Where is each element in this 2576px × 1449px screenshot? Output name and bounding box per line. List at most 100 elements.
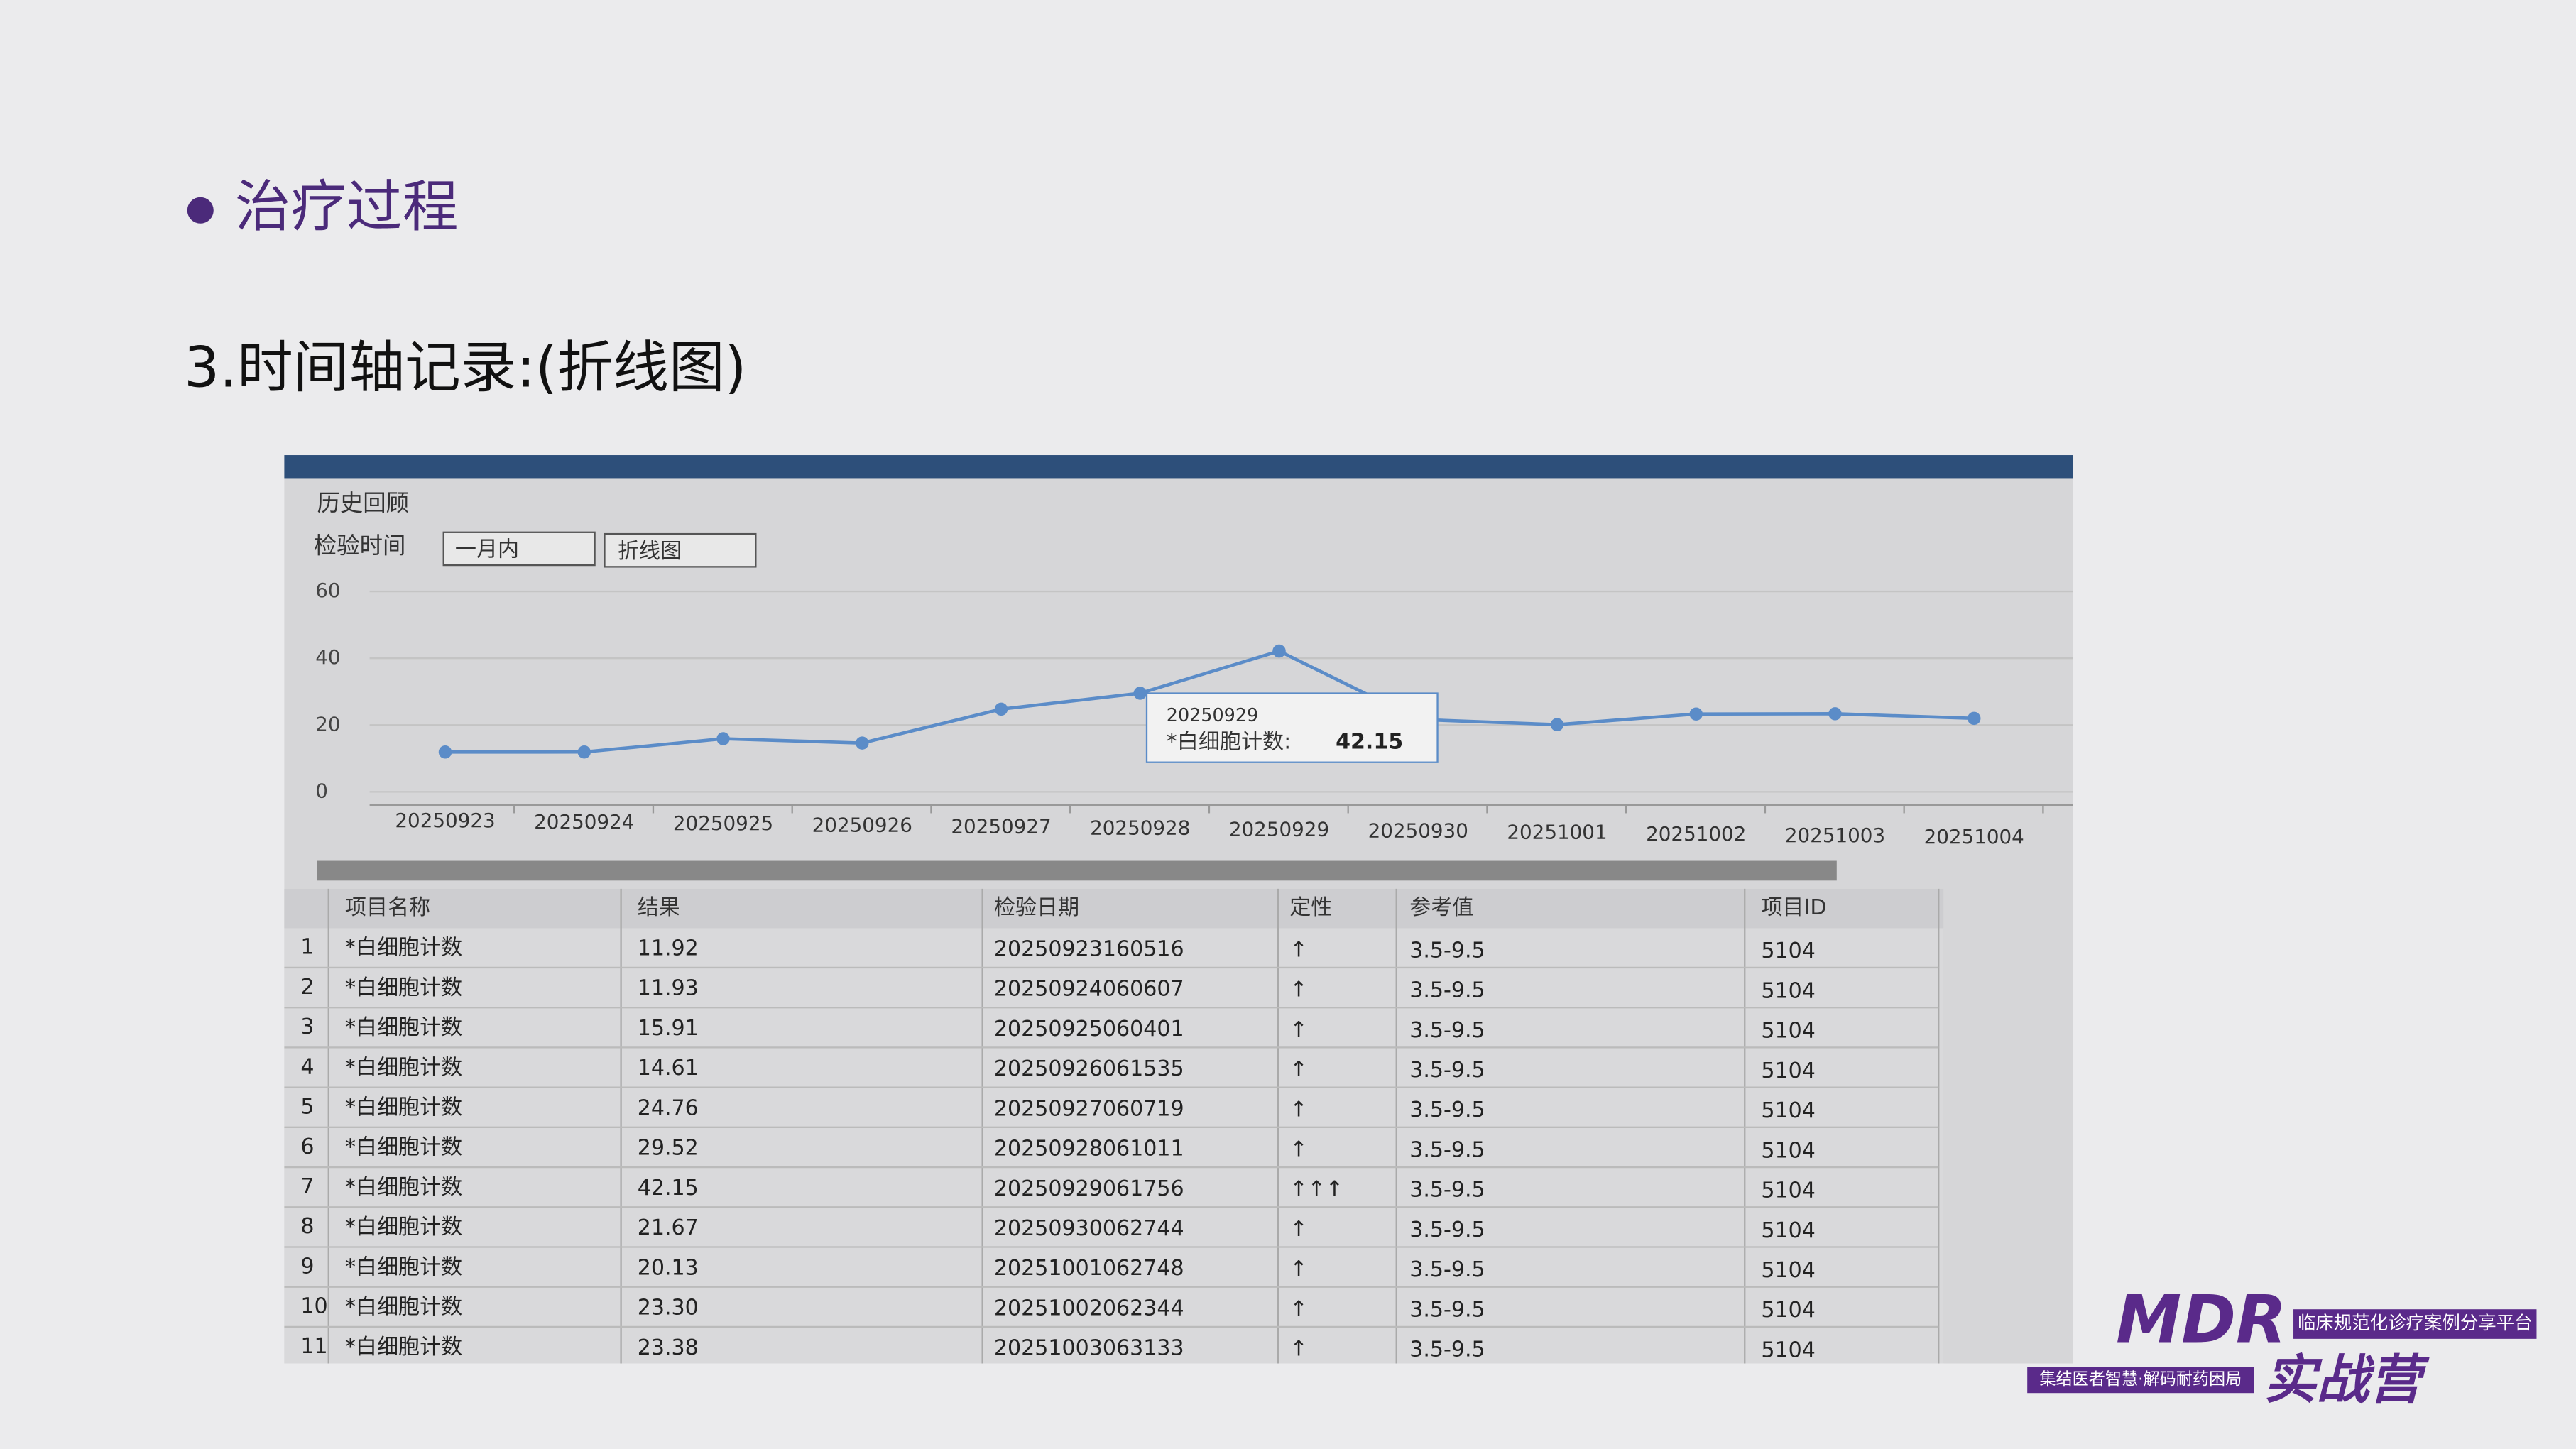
view-select-text: 折线图 (618, 539, 682, 564)
x-tick-label: 20251001 (1507, 821, 1607, 844)
logo-slogan: 集结医者智慧·解码耐药困局 (2039, 1370, 2242, 1389)
table-cell: 15.91 (638, 1016, 699, 1041)
x-tick-label: 20250926 (812, 813, 912, 836)
table-cell: ↑ (1289, 1217, 1307, 1242)
table-cell: *白细胞计数 (345, 936, 462, 961)
tooltip-value: 42.15 (1336, 729, 1403, 754)
table-cell: 9 (300, 1254, 314, 1279)
x-tick-label: 20250928 (1090, 816, 1190, 839)
point (1133, 687, 1147, 700)
table-cell: 5104 (1761, 1258, 1816, 1283)
table-cell: *白细胞计数 (345, 975, 462, 1000)
table-cell: ↑ (1289, 1137, 1307, 1161)
table-cell: *白细胞计数 (345, 1215, 462, 1240)
y-tick-label: 20 (315, 712, 340, 736)
scrollbar[interactable] (317, 860, 1837, 881)
table-cell: 5104 (1761, 978, 1816, 1003)
table-cell: 3.5-9.5 (1409, 1178, 1485, 1203)
top-bar (284, 455, 2073, 479)
window-title: 历史回顾 (317, 489, 410, 516)
table-cell: 21.67 (638, 1215, 699, 1240)
range-select-text: 一月内 (455, 537, 519, 562)
point (1272, 644, 1286, 658)
slide-title: 治疗过程 (235, 174, 459, 239)
point (994, 702, 1008, 716)
table-cell: 3.5-9.5 (1409, 1297, 1485, 1322)
point (1689, 707, 1703, 721)
table-header: 项目ID (1761, 895, 1826, 920)
table-cell: 11 (300, 1334, 327, 1359)
tooltip (1145, 692, 1439, 763)
table-header: 检验日期 (994, 895, 1079, 920)
table-cell: *白细胞计数 (345, 1295, 462, 1320)
table-cell: 5104 (1761, 1218, 1816, 1243)
table-cell: ↑ (1289, 1337, 1307, 1362)
table-cell: *白细胞计数 (345, 1095, 462, 1120)
range-select[interactable] (442, 531, 596, 567)
y-tick-label: 60 (315, 579, 340, 602)
table-cell: 7 (300, 1174, 314, 1199)
table-cell: ↑ (1289, 1057, 1307, 1082)
table-header: 项目名称 (345, 895, 430, 920)
point (1828, 707, 1842, 721)
x-tick-label: 20250927 (951, 814, 1051, 838)
table-cell: *白细胞计数 (345, 1335, 462, 1360)
logo-platform-bg (2293, 1309, 2537, 1339)
table-cell: 20250929061756 (994, 1176, 1184, 1201)
point (577, 745, 591, 759)
table-cell: *白细胞计数 (345, 1135, 462, 1160)
logo-camp: 实战营 (2264, 1350, 2430, 1411)
x-tick-label: 20250923 (395, 809, 495, 832)
point (438, 745, 452, 759)
line (445, 649, 1975, 754)
table-cell: 20250925060401 (994, 1017, 1184, 1041)
table-cell: 8 (300, 1214, 314, 1239)
table-cell: 23.30 (638, 1296, 699, 1320)
table-cell: 20250924060607 (994, 977, 1184, 1002)
table-cell: 20250930062744 (994, 1216, 1184, 1241)
table-cell: 20250923160516 (994, 936, 1184, 961)
table-cell: 5104 (1761, 1179, 1816, 1203)
slide-subtitle: 3.时间轴记录:(折线图) (184, 335, 746, 400)
table-cell: ↑ (1289, 937, 1307, 962)
x-tick-label: 20251003 (1785, 824, 1885, 847)
table-cell: 20251001062748 (994, 1256, 1184, 1281)
table-cell: 1 (300, 935, 314, 960)
table-cell: 29.52 (638, 1136, 699, 1161)
x-tick-label: 20251002 (1646, 822, 1746, 846)
table-cell: 3 (300, 1015, 314, 1039)
table-cell: 20251003063133 (994, 1336, 1184, 1361)
table-header: 结果 (638, 895, 680, 920)
table-cell: 5104 (1761, 939, 1816, 963)
table-cell: 5104 (1761, 1338, 1816, 1362)
table-cell: 5104 (1761, 1138, 1816, 1163)
table-cell: 20.13 (638, 1255, 699, 1280)
table-cell: 5104 (1761, 1098, 1816, 1123)
table-cell: ↑ (1289, 978, 1307, 1002)
table-cell: 20250928061011 (994, 1137, 1184, 1161)
table-cell: 20250927060719 (994, 1096, 1184, 1121)
point (716, 732, 730, 745)
table-cell: 3.5-9.5 (1409, 938, 1485, 963)
table-cell: 24.76 (638, 1095, 699, 1120)
point (1967, 711, 1981, 726)
table-cell: 42.15 (638, 1176, 699, 1201)
point (1550, 718, 1564, 731)
x-tick-label: 20251004 (1924, 825, 2024, 848)
y-tick-label: 0 (315, 779, 328, 802)
table-cell: *白细胞计数 (345, 1254, 462, 1279)
table-cell: 3.5-9.5 (1409, 1218, 1485, 1242)
x-tick-label: 20250925 (673, 811, 773, 835)
x-tick-label: 20250924 (534, 810, 634, 833)
x-tick-label: 20250929 (1229, 818, 1329, 841)
table-cell: 3.5-9.5 (1409, 1058, 1485, 1083)
tooltip-label: *白细胞计数: (1167, 729, 1291, 754)
table-cell: 14.61 (638, 1056, 699, 1081)
table-cell: ↑ (1289, 1257, 1307, 1281)
table-cell: 20250926061535 (994, 1056, 1184, 1081)
logo-slogan-bg (2027, 1367, 2254, 1394)
table-cell: 3.5-9.5 (1409, 1137, 1485, 1162)
view-select[interactable] (604, 532, 757, 568)
